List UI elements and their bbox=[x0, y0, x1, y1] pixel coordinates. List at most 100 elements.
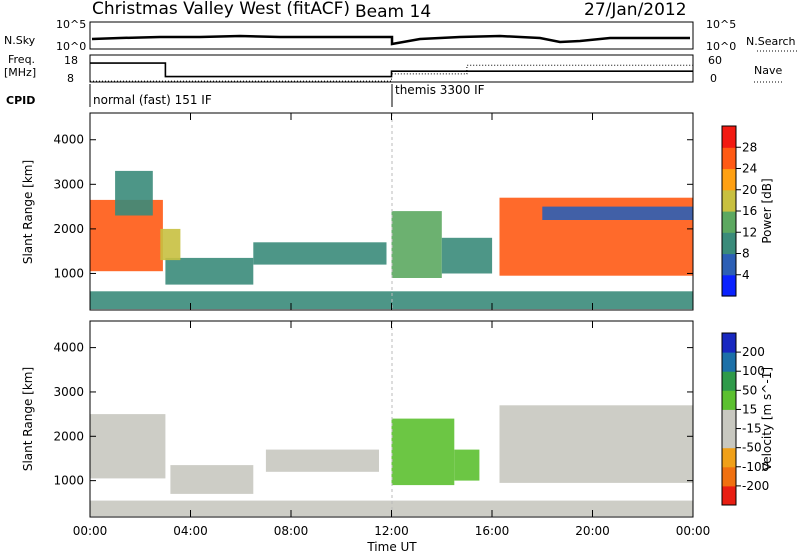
power-region bbox=[165, 257, 254, 285]
nave-top-tick: 60 bbox=[708, 54, 722, 67]
nave-label: Nave bbox=[754, 64, 782, 77]
power-x-ticks bbox=[89, 113, 694, 310]
velocity-y-tick-label: 4000 bbox=[53, 341, 84, 355]
power-y-axis-label: Slant Range [km] bbox=[21, 160, 35, 264]
power-panel: 1000 2000 3000 4000 Slant Range [km] bbox=[21, 112, 694, 311]
freq-strip: Freq. [MHz] 18 8 60 0 Nave bbox=[4, 53, 782, 85]
power-colorbar: 4 8 12 16 20 24 28 Power [dB] bbox=[721, 125, 774, 297]
time-tick-label: 20:00 bbox=[575, 524, 610, 538]
velocity-y-tick-label: 3000 bbox=[53, 385, 84, 399]
velocity-colorbar-tick-label: 200 bbox=[742, 345, 765, 359]
power-region bbox=[115, 170, 153, 216]
n-search-bottom-tick: 10^0 bbox=[706, 40, 736, 53]
cpid-mode-themis: themis 3300 IF bbox=[395, 83, 485, 97]
power-colorbar-tick-label: 20 bbox=[742, 183, 757, 197]
freq-trace bbox=[90, 62, 693, 78]
n-sky-label: N.Sky bbox=[4, 34, 36, 47]
velocity-heatmap bbox=[90, 405, 693, 517]
velocity-colorbar-swatch bbox=[722, 371, 736, 391]
velocity-colorbar-swatch bbox=[722, 333, 736, 353]
velocity-region bbox=[90, 414, 166, 479]
velocity-region bbox=[265, 449, 379, 472]
time-axis-labels: 00:00 04:00 08:00 12:00 16:00 20:00 00:00 bbox=[73, 524, 711, 538]
time-tick-label: 00:00 bbox=[676, 524, 711, 538]
power-colorbar-tick-label: 4 bbox=[742, 268, 750, 282]
cpid-label: CPID bbox=[6, 94, 35, 107]
velocity-region bbox=[170, 465, 254, 494]
velocity-colorbar-tick-label: 15 bbox=[742, 402, 757, 416]
freq-top-tick: 18 bbox=[64, 54, 78, 67]
freq-label: Freq. bbox=[8, 53, 35, 66]
velocity-colorbar-swatch bbox=[722, 352, 736, 372]
power-colorbar-swatch bbox=[722, 211, 736, 233]
time-tick-label: 12:00 bbox=[374, 524, 409, 538]
time-tick-label: 16:00 bbox=[475, 524, 510, 538]
velocity-colorbar-tick-label: -50 bbox=[742, 441, 762, 455]
power-y-tick-label: 1000 bbox=[53, 266, 84, 280]
velocity-colorbar-tick-label: -200 bbox=[742, 479, 769, 493]
date-label: 27/Jan/2012 bbox=[584, 0, 687, 20]
power-colorbar-swatch bbox=[722, 274, 736, 297]
power-y-tick-label: 4000 bbox=[53, 133, 84, 147]
cpid-mode-normal: normal (fast) 151 IF bbox=[93, 93, 212, 107]
velocity-colorbar-tick-label: -100 bbox=[742, 460, 769, 474]
velocity-region bbox=[454, 449, 480, 481]
n-sky-bottom-tick: 10^0 bbox=[56, 40, 86, 53]
velocity-colorbar-swatch bbox=[722, 390, 736, 410]
power-colorbar-tick-label: 16 bbox=[742, 204, 757, 218]
cpid-strip: CPID normal (fast) 151 IF themis 3300 IF bbox=[6, 83, 485, 107]
power-y-ticks: 1000 2000 3000 4000 bbox=[53, 133, 693, 280]
time-tick-label: 08:00 bbox=[274, 524, 309, 538]
power-colorbar-swatch bbox=[722, 189, 736, 212]
power-colorbar-tick-label: 24 bbox=[742, 162, 757, 176]
power-colorbar-swatch bbox=[722, 147, 736, 170]
velocity-y-ticks: 1000 2000 3000 4000 bbox=[53, 341, 693, 488]
freq-unit-label: [MHz] bbox=[4, 66, 36, 79]
velocity-y-axis-label: Slant Range [km] bbox=[21, 367, 35, 471]
power-region bbox=[441, 237, 493, 274]
power-region bbox=[160, 228, 181, 261]
station-title: Christmas Valley West (fitACF) bbox=[92, 0, 350, 19]
n-sky-top-tick: 10^5 bbox=[56, 18, 86, 31]
velocity-colorbar-swatch bbox=[722, 466, 736, 487]
velocity-colorbar-tick-label: 100 bbox=[742, 364, 765, 378]
power-colorbar-tick-label: 8 bbox=[742, 247, 750, 261]
time-tick-label: 04:00 bbox=[173, 524, 208, 538]
n-sky-trace bbox=[91, 34, 690, 46]
velocity-colorbar-tick-label: -15 bbox=[742, 422, 762, 436]
power-y-tick-label: 3000 bbox=[53, 177, 84, 191]
velocity-region bbox=[499, 405, 693, 483]
power-colorbar-tick-label: 12 bbox=[742, 225, 757, 239]
freq-bottom-tick: 8 bbox=[67, 72, 74, 85]
beam-label: Beam 14 bbox=[355, 2, 431, 22]
velocity-colorbar-swatch bbox=[722, 428, 736, 449]
velocity-y-tick-label: 2000 bbox=[53, 429, 84, 443]
power-colorbar-swatch bbox=[722, 168, 736, 191]
power-colorbar-swatch bbox=[722, 253, 736, 276]
nave-bottom-tick: 0 bbox=[710, 72, 717, 85]
power-heatmap bbox=[90, 170, 694, 310]
power-colorbar-tick-label: 28 bbox=[742, 140, 757, 154]
velocity-region bbox=[391, 418, 455, 486]
power-colorbar-label: Power [dB] bbox=[760, 178, 774, 243]
power-region bbox=[253, 242, 387, 265]
velocity-colorbar-swatch bbox=[722, 485, 736, 506]
n-search-label: N.Search bbox=[746, 35, 796, 48]
time-axis-label: Time UT bbox=[366, 540, 417, 554]
n-search-top-tick: 10^5 bbox=[706, 18, 736, 31]
velocity-x-ticks bbox=[89, 321, 694, 517]
velocity-colorbar: -200 -100 -50 -15 15 50 100 200 Velocity [m s^-… bbox=[721, 332, 774, 506]
noise-strip: N.Sky 10^5 10^0 10^5 10^0 N.Search bbox=[4, 18, 797, 53]
power-colorbar-swatch bbox=[722, 232, 736, 255]
power-colorbar-swatch bbox=[722, 126, 736, 148]
power-region bbox=[542, 206, 694, 220]
power-region bbox=[391, 211, 442, 278]
time-tick-label: 00:00 bbox=[73, 524, 108, 538]
velocity-y-tick-label: 1000 bbox=[53, 474, 84, 488]
velocity-colorbar-swatch bbox=[722, 409, 736, 429]
velocity-colorbar-label: Velocity [m s^-1] bbox=[760, 367, 774, 471]
velocity-colorbar-swatch bbox=[722, 447, 736, 468]
velocity-panel: 1000 2000 3000 4000 Slant Range [km] bbox=[21, 320, 694, 518]
power-y-tick-label: 2000 bbox=[53, 222, 84, 236]
